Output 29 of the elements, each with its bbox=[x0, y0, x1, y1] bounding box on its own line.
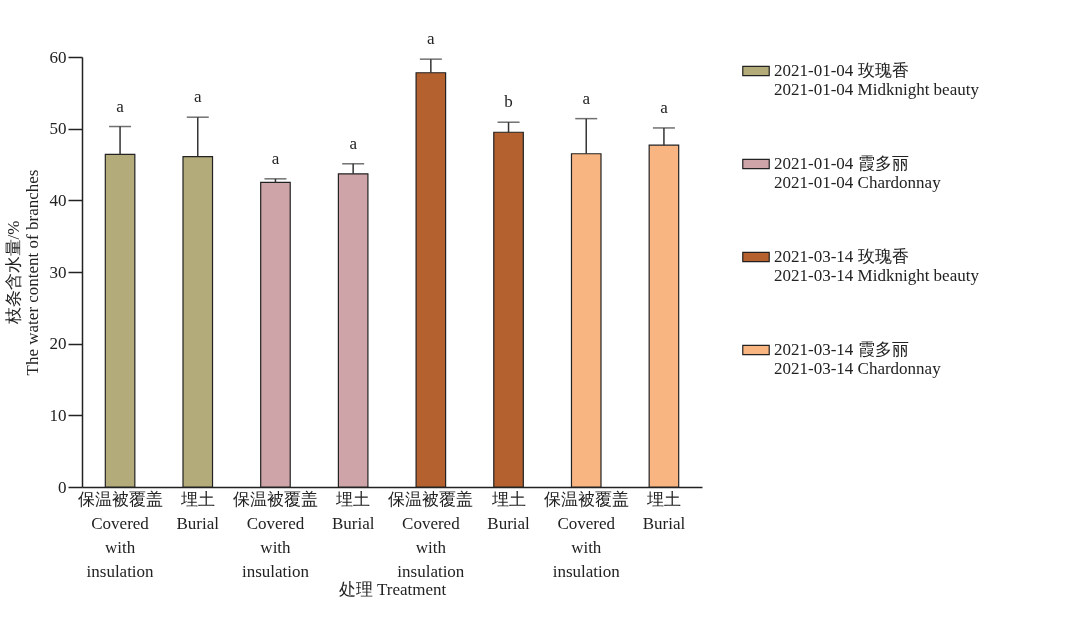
legend-label: 2021-03-14 玫瑰香 2021-03-14 Midknight beauty bbox=[774, 247, 980, 285]
x-tick-label: 保温被覆盖 Covered with insulation bbox=[77, 489, 163, 581]
x-tick-label: 埋土 Burial bbox=[176, 489, 220, 533]
y-tick-label: 60 bbox=[49, 47, 67, 67]
legend-label: 2021-03-14 霞多丽 2021-03-14 Chardonnay bbox=[774, 340, 942, 378]
annotation: b bbox=[504, 92, 513, 112]
y-tick-label: 50 bbox=[49, 119, 67, 139]
y-tick-label: 10 bbox=[49, 405, 67, 425]
text: a bbox=[427, 29, 436, 49]
annotation: a bbox=[660, 97, 669, 117]
annotation: a bbox=[193, 87, 202, 107]
y-tick-label: 20 bbox=[49, 334, 67, 354]
x-tick-label: 埋土 Burial bbox=[487, 489, 531, 533]
x-tick-label: 保温被覆盖 Covered with insulation bbox=[388, 489, 474, 581]
x-tick-label: 埋土 Burial bbox=[331, 489, 375, 533]
annotation: a bbox=[116, 96, 125, 116]
x-tick-label: 埋土 Burial bbox=[642, 489, 686, 533]
y-axis-title: 枝条含水量/% The water content of branches bbox=[3, 169, 42, 376]
y-tick-label: 40 bbox=[49, 190, 67, 210]
x-axis-title: 处理 Treatment bbox=[338, 579, 447, 599]
x-tick-label: 保温被覆盖 Covered with insulation bbox=[543, 489, 629, 581]
annotation: a bbox=[271, 148, 280, 168]
annotation: a bbox=[582, 88, 591, 108]
annotation: a bbox=[349, 133, 358, 153]
legend-label: 2021-01-04 霞多丽 2021-01-04 Chardonnay bbox=[774, 154, 942, 192]
x-tick-label: 保温被覆盖 Covered with insulation bbox=[232, 489, 318, 581]
legend-label: 2021-01-04 玫瑰香 2021-01-04 Midknight beauty bbox=[774, 61, 980, 99]
y-tick-label: 30 bbox=[49, 262, 67, 282]
y-tick-label: 0 bbox=[58, 477, 67, 497]
